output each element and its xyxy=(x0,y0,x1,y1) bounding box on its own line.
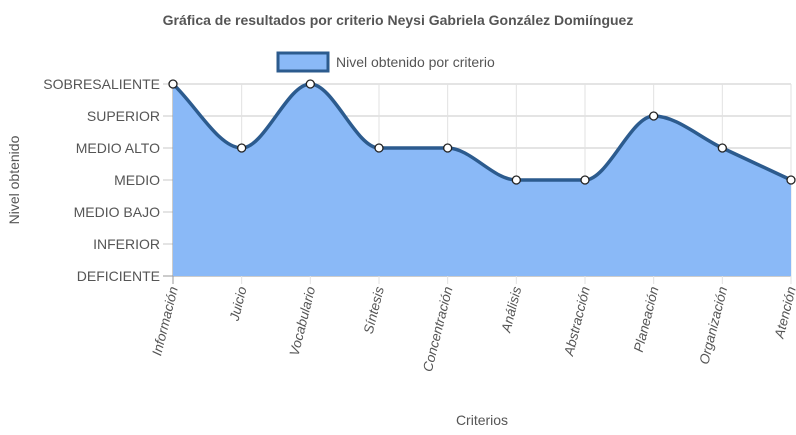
x-tick-label: Análisis xyxy=(498,285,524,335)
data-point[interactable] xyxy=(786,175,796,185)
y-tick-label: DEFICIENTE xyxy=(77,268,160,284)
data-point[interactable] xyxy=(374,143,384,153)
data-point[interactable] xyxy=(168,79,178,89)
x-tick-label: Vocabulario xyxy=(287,285,319,358)
data-point[interactable] xyxy=(443,143,453,153)
x-tick-label: Atención xyxy=(771,285,796,341)
x-tick-label: Información xyxy=(149,285,181,357)
data-point[interactable] xyxy=(580,175,590,185)
x-tick-label: Planeación xyxy=(631,285,662,353)
data-point[interactable] xyxy=(511,175,521,185)
data-point[interactable] xyxy=(237,143,247,153)
y-axis: DEFICIENTE INFERIOR MEDIO BAJO MEDIO MEDIO A… xyxy=(43,76,160,284)
y-tick-label: SOBRESALIENTE xyxy=(43,76,160,92)
x-tick-label: Concentración xyxy=(420,285,456,373)
series-line xyxy=(171,82,792,182)
legend[interactable]: Nivel obtenido por criterio xyxy=(276,51,495,73)
y-tick-label: SUPERIOR xyxy=(87,108,160,124)
x-axis-title: Criterios xyxy=(456,412,508,428)
x-tick-label: Síntesis xyxy=(361,285,387,335)
y-tick-label: MEDIO xyxy=(114,172,160,188)
y-tick-label: INFERIOR xyxy=(93,236,160,252)
data-point[interactable] xyxy=(305,79,315,89)
y-tick-label: MEDIO BAJO xyxy=(74,204,160,220)
x-tick-label: Abstracción xyxy=(561,285,593,358)
legend-label: Nivel obtenido por criterio xyxy=(336,54,495,70)
x-axis: Información Juicio Vocabulario Síntesis Conc… xyxy=(149,285,796,374)
x-tick-label: Organización xyxy=(696,285,730,366)
x-tick-label: Juicio xyxy=(226,285,249,324)
area-layer xyxy=(171,82,792,276)
data-points xyxy=(168,79,796,185)
legend-swatch xyxy=(276,51,330,73)
area-fill xyxy=(173,84,791,276)
data-point[interactable] xyxy=(649,111,659,121)
data-point[interactable] xyxy=(717,143,727,153)
y-tick-label: MEDIO ALTO xyxy=(76,140,160,156)
chart-title: Gráfica de resultados por criterio Neysi… xyxy=(163,12,634,28)
y-axis-title: Nivel obtenido xyxy=(6,135,22,224)
